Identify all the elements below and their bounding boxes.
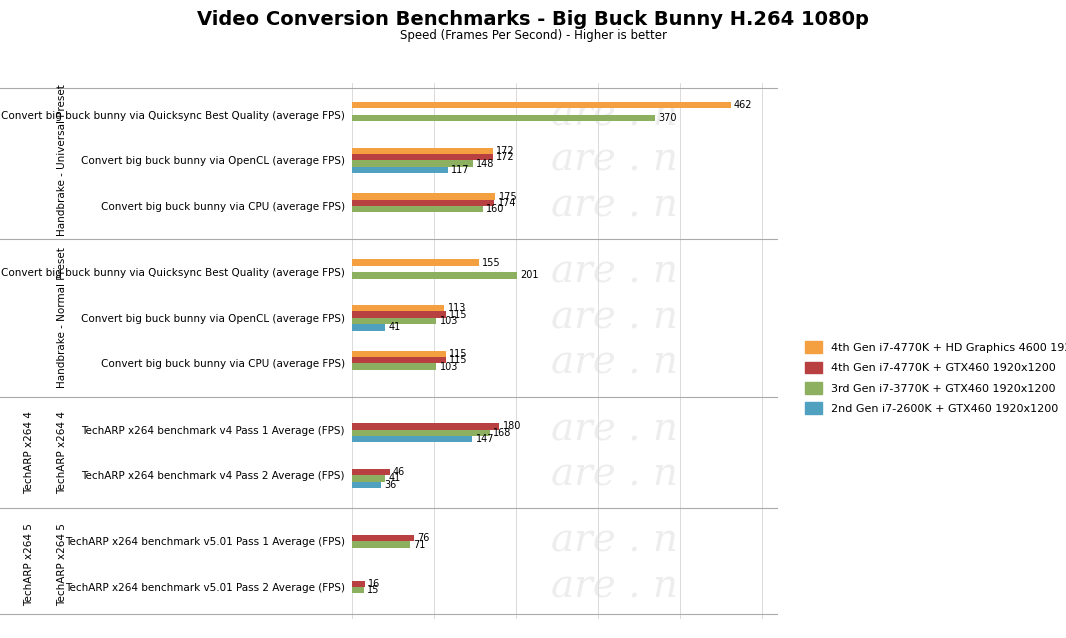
Text: 180: 180 <box>503 421 521 431</box>
Bar <box>352 587 365 593</box>
Text: 370: 370 <box>659 113 677 123</box>
Bar <box>352 357 446 364</box>
Text: are . n: are . n <box>551 345 678 382</box>
Bar <box>352 260 479 266</box>
Text: are . n: are . n <box>551 188 678 225</box>
Text: 168: 168 <box>492 427 512 438</box>
Text: TechARP x264 5: TechARP x264 5 <box>56 523 67 605</box>
Bar <box>352 535 414 541</box>
Text: are . n: are . n <box>551 568 678 605</box>
Text: TechARP x264 5: TechARP x264 5 <box>23 523 34 605</box>
Bar <box>352 581 365 587</box>
Text: 36: 36 <box>385 480 397 490</box>
Text: 462: 462 <box>733 100 753 110</box>
Bar <box>352 436 472 442</box>
Text: are . n: are . n <box>551 96 678 133</box>
Text: 115: 115 <box>450 349 468 359</box>
Text: 160: 160 <box>486 204 504 214</box>
Bar <box>352 167 448 174</box>
Text: TechARP x264 4: TechARP x264 4 <box>56 411 67 494</box>
Text: 174: 174 <box>498 198 516 208</box>
Text: 148: 148 <box>477 159 495 168</box>
Bar <box>352 311 446 318</box>
Text: are . n: are . n <box>551 457 678 494</box>
Text: 115: 115 <box>450 309 468 320</box>
Text: 16: 16 <box>368 579 381 589</box>
Text: 147: 147 <box>475 434 495 444</box>
Text: 172: 172 <box>496 152 515 162</box>
Text: TechARP x264 4: TechARP x264 4 <box>23 411 34 494</box>
Bar <box>352 200 495 206</box>
Text: 155: 155 <box>482 258 501 268</box>
Bar <box>352 318 436 324</box>
Text: 172: 172 <box>496 146 515 156</box>
Text: 76: 76 <box>418 533 430 543</box>
Bar <box>352 193 496 200</box>
Text: are . n: are . n <box>551 523 678 560</box>
Text: 113: 113 <box>448 303 466 313</box>
Text: are . n: are . n <box>551 142 678 179</box>
Bar <box>352 102 730 108</box>
Text: are . n: are . n <box>551 411 678 448</box>
Bar <box>352 475 386 482</box>
Text: 41: 41 <box>389 322 401 332</box>
Text: Handbrake - Normal Preset: Handbrake - Normal Preset <box>56 248 67 389</box>
Text: 117: 117 <box>451 165 469 175</box>
Text: 41: 41 <box>389 473 401 484</box>
Bar <box>352 305 445 311</box>
Bar <box>352 469 389 475</box>
Text: 175: 175 <box>499 191 517 202</box>
Bar <box>352 148 492 154</box>
Text: Speed (Frames Per Second) - Higher is better: Speed (Frames Per Second) - Higher is be… <box>400 29 666 41</box>
Text: 201: 201 <box>520 271 538 281</box>
Text: are . n: are . n <box>551 254 678 291</box>
Text: 15: 15 <box>368 585 379 595</box>
Text: are . n: are . n <box>551 299 678 336</box>
Bar <box>352 364 436 370</box>
Bar <box>352 154 492 161</box>
Bar <box>352 324 386 330</box>
Text: 103: 103 <box>439 362 458 372</box>
Text: Handbrake - Universal Preset: Handbrake - Universal Preset <box>56 85 67 237</box>
Bar <box>352 351 446 357</box>
Bar <box>352 541 410 547</box>
Bar <box>352 115 656 121</box>
Bar <box>352 272 517 279</box>
Bar <box>352 482 382 488</box>
Bar <box>352 161 473 167</box>
Bar <box>352 423 499 429</box>
Text: 103: 103 <box>439 316 458 326</box>
Bar <box>352 429 489 436</box>
Bar <box>352 206 483 212</box>
Legend: 4th Gen i7-4770K + HD Graphics 4600 1920x1200, 4th Gen i7-4770K + GTX460 1920x12: 4th Gen i7-4770K + HD Graphics 4600 1920… <box>805 341 1066 414</box>
Text: 46: 46 <box>392 467 405 477</box>
Text: Video Conversion Benchmarks - Big Buck Bunny H.264 1080p: Video Conversion Benchmarks - Big Buck B… <box>197 10 869 29</box>
Text: 115: 115 <box>450 355 468 365</box>
Text: 71: 71 <box>414 540 425 549</box>
